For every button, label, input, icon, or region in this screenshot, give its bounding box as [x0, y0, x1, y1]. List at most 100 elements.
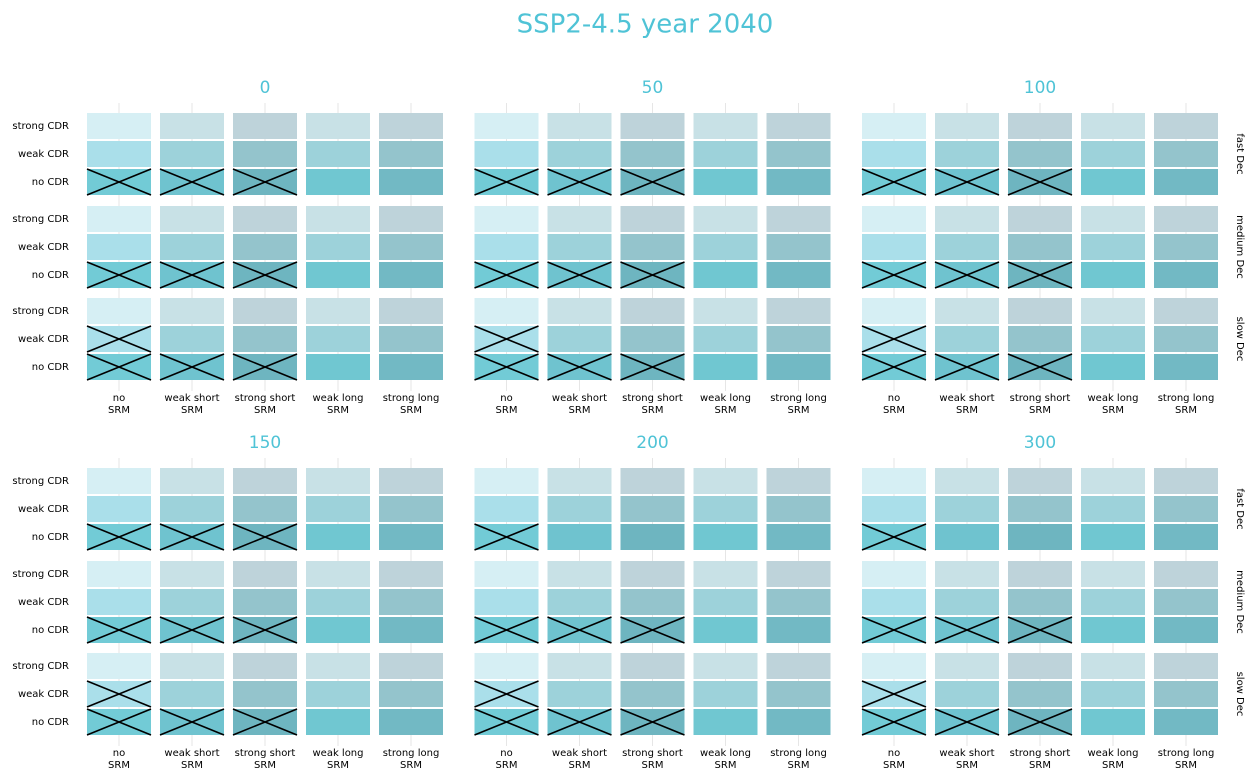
col-label: SRM — [496, 760, 518, 771]
cross — [1007, 168, 1073, 196]
cell — [379, 561, 443, 587]
cell — [1081, 234, 1145, 260]
cross-stroke — [474, 680, 539, 708]
cell — [1081, 141, 1145, 167]
cross-stroke — [1007, 708, 1073, 736]
col-label: SRM — [327, 405, 349, 416]
cross-stroke — [232, 708, 298, 736]
cell — [1008, 206, 1072, 232]
cell — [620, 113, 685, 139]
cell — [935, 561, 999, 587]
cell — [1008, 681, 1072, 707]
cell — [1081, 326, 1145, 352]
cell — [306, 496, 370, 522]
col-label: strong long — [1158, 748, 1215, 759]
group-label: slow Dec — [1234, 317, 1245, 362]
col-label: SRM — [715, 405, 737, 416]
cross-stroke — [474, 616, 539, 644]
cell — [766, 326, 831, 352]
cross-stroke — [86, 680, 152, 708]
cell — [693, 653, 758, 679]
cell — [935, 326, 999, 352]
row-label: weak CDR — [18, 504, 69, 515]
cross-stroke — [474, 325, 539, 353]
cross — [474, 325, 539, 353]
col-label: SRM — [181, 405, 203, 416]
cross-stroke — [474, 523, 539, 551]
cell — [547, 653, 612, 679]
cell — [693, 298, 758, 324]
cell — [1008, 298, 1072, 324]
cell — [474, 298, 539, 324]
cell — [935, 653, 999, 679]
cell — [1154, 681, 1218, 707]
cross — [86, 680, 152, 708]
cross — [232, 616, 298, 644]
row-label: strong CDR — [12, 661, 69, 672]
cross — [474, 708, 539, 736]
cross — [547, 168, 612, 196]
cell — [379, 169, 443, 195]
cross-stroke — [934, 168, 1000, 196]
cell — [693, 169, 758, 195]
cross-stroke — [86, 261, 152, 289]
cell — [1154, 709, 1218, 735]
cell — [935, 589, 999, 615]
cell — [766, 298, 831, 324]
panel-title: 0 — [260, 78, 271, 98]
cell — [306, 354, 370, 380]
cell — [160, 653, 224, 679]
row-label: no CDR — [32, 270, 69, 281]
cell — [1008, 141, 1072, 167]
cross-stroke — [620, 353, 685, 381]
cell — [306, 709, 370, 735]
cell — [547, 496, 612, 522]
col-label: no — [500, 748, 512, 759]
col-label: no — [113, 748, 125, 759]
cross — [861, 261, 927, 289]
cross-stroke — [159, 353, 225, 381]
cross — [620, 616, 685, 644]
cell — [862, 141, 926, 167]
cell — [693, 561, 758, 587]
cross-stroke — [86, 523, 152, 551]
cell — [547, 561, 612, 587]
cell — [1154, 617, 1218, 643]
cell — [935, 141, 999, 167]
cell — [1081, 653, 1145, 679]
cross — [159, 353, 225, 381]
cell — [1008, 326, 1072, 352]
cell — [766, 141, 831, 167]
col-label: weak short — [164, 393, 219, 404]
cell — [87, 468, 151, 494]
cross-stroke — [159, 616, 225, 644]
cross-stroke — [547, 353, 612, 381]
cell — [547, 298, 612, 324]
cell — [1081, 262, 1145, 288]
cross — [474, 261, 539, 289]
cell — [547, 141, 612, 167]
cell — [306, 169, 370, 195]
col-label: weak long — [1087, 393, 1138, 404]
cell — [1154, 113, 1218, 139]
cell — [306, 589, 370, 615]
cross — [934, 168, 1000, 196]
cross-stroke — [474, 168, 539, 196]
row-label: weak CDR — [18, 334, 69, 345]
col-label: SRM — [1102, 760, 1124, 771]
group-label: fast Dec — [1234, 133, 1245, 174]
cell — [693, 589, 758, 615]
cross — [86, 325, 152, 353]
cell — [620, 496, 685, 522]
cell — [1008, 561, 1072, 587]
cell — [306, 298, 370, 324]
cell — [306, 561, 370, 587]
cell — [233, 561, 297, 587]
cell — [474, 561, 539, 587]
cross — [159, 261, 225, 289]
row-label: weak CDR — [18, 242, 69, 253]
cell — [306, 141, 370, 167]
cell — [547, 326, 612, 352]
cell — [693, 326, 758, 352]
cell — [693, 468, 758, 494]
